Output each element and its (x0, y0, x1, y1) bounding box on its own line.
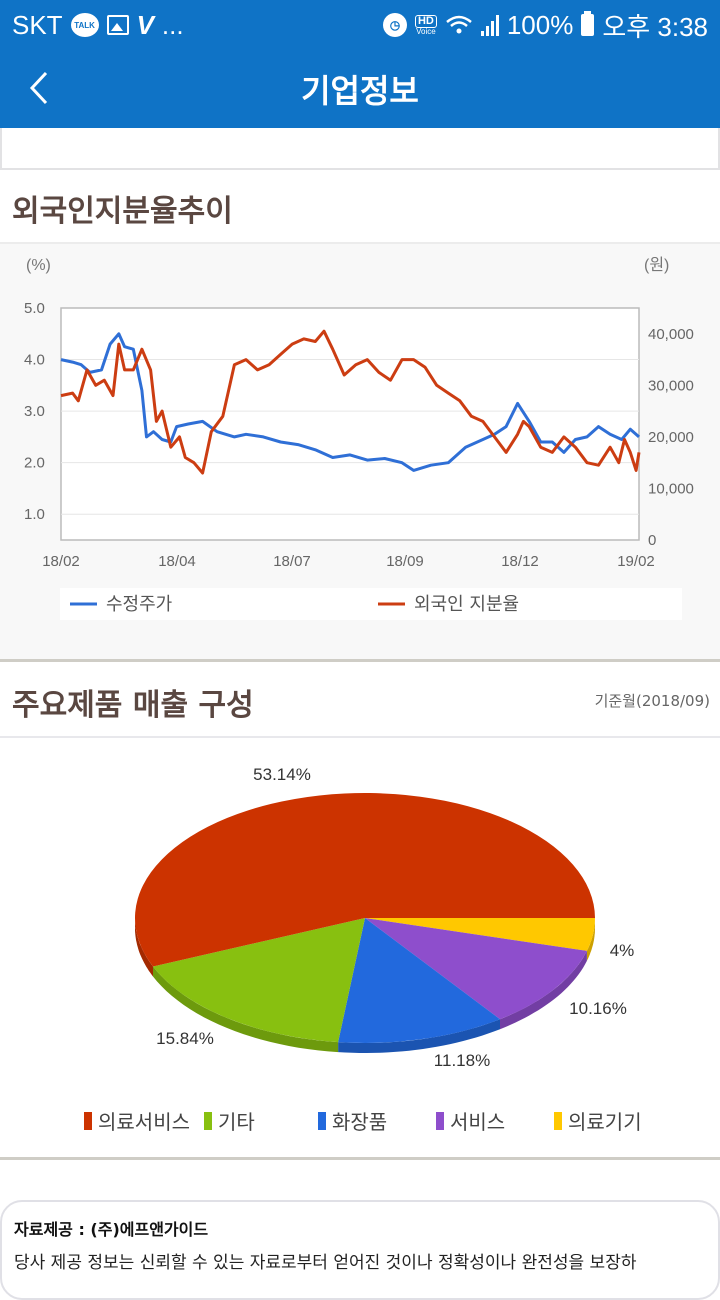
carrier-label: SKT (12, 9, 63, 40)
line-chart: (%) (원) 1.0 2.0 3.0 4.0 5.0 0 10,000 20,000 30,000… (24, 256, 694, 620)
foreign-ownership-title: 외국인지분율추이 (12, 194, 233, 229)
hd-voice-icon: HD Voice (414, 14, 437, 36)
svg-text:53.14%: 53.14% (253, 765, 311, 784)
svg-text:수정주가: 수정주가 (106, 594, 172, 615)
svg-text:2.0: 2.0 (24, 455, 45, 472)
svg-text:3.0: 3.0 (24, 403, 45, 420)
svg-text:4.0: 4.0 (24, 352, 45, 369)
svg-text:18/02: 18/02 (42, 553, 80, 570)
wifi-icon (445, 14, 473, 36)
data-source-label: 자료제공 : (주)에프앤가이드 (14, 1220, 209, 1239)
svg-text:19/02: 19/02 (617, 553, 655, 570)
alarm-icon: ◷ (382, 13, 407, 37)
v3-security-icon: V (136, 9, 154, 40)
svg-text:1.0: 1.0 (24, 506, 45, 523)
battery-icon (581, 11, 595, 36)
base-month-label: 기준월(2018/09) (594, 692, 710, 710)
previous-section-remnant (0, 128, 720, 170)
page-title: 기업정보 (301, 72, 419, 110)
svg-text:40,000: 40,000 (648, 326, 694, 343)
sales-composition-title: 주요제품 매출 구성 (12, 688, 254, 723)
status-bar: SKT TALK V ... ◷ HD Voice 100% 오후 3:38 (0, 0, 720, 50)
svg-text:18/07: 18/07 (273, 553, 311, 570)
legend-item-cosmetics: 화장품 (318, 1106, 387, 1135)
gallery-icon (106, 15, 129, 35)
legend-item-other: 기타 (204, 1106, 255, 1135)
app-bar: 기업정보 (0, 50, 720, 128)
svg-text:10.16%: 10.16% (569, 999, 627, 1018)
svg-text:10,000: 10,000 (648, 480, 694, 497)
svg-text:11.18%: 11.18% (434, 1051, 490, 1070)
disclaimer-text: 당사 제공 정보는 신뢰할 수 있는 자료로부터 얻어진 것이나 정확성이나 완… (14, 1253, 637, 1273)
svg-text:4%: 4% (610, 941, 635, 960)
svg-text:외국인 지분율: 외국인 지분율 (414, 594, 519, 615)
clock: 오후 3:38 (602, 11, 708, 42)
pie-legend: 의료서비스 기타 화장품 서비스 의료기기 (0, 1106, 720, 1136)
legend-item-medical-service: 의료서비스 (84, 1106, 190, 1135)
svg-text:20,000: 20,000 (648, 429, 694, 446)
back-button[interactable] (24, 68, 64, 108)
svg-text:5.0: 5.0 (24, 300, 45, 317)
battery-percent: 100% (506, 9, 574, 40)
data-source-card: 자료제공 : (주)에프앤가이드 당사 제공 정보는 신뢰할 수 있는 자료로부… (0, 1200, 720, 1300)
sales-composition-chart: 53.14% 15.84% 11.18% 10.16% 4% (0, 736, 720, 1160)
svg-text:0: 0 (648, 532, 656, 549)
legend-item-medical-device: 의료기기 (554, 1106, 642, 1135)
svg-text:18/04: 18/04 (158, 553, 196, 570)
signal-icon (480, 14, 499, 36)
svg-text:18/12: 18/12 (501, 553, 539, 570)
svg-text:15.84%: 15.84% (156, 1029, 214, 1048)
pie-chart: 53.14% 15.84% 11.18% 10.16% 4% (135, 765, 635, 1070)
chevron-left-icon (29, 71, 48, 105)
svg-text:30,000: 30,000 (648, 377, 694, 394)
svg-text:(원): (원) (644, 256, 669, 274)
kakaotalk-icon: TALK (70, 13, 99, 37)
svg-text:(%): (%) (26, 257, 51, 274)
foreign-ownership-chart: (%) (원) 1.0 2.0 3.0 4.0 5.0 0 10,000 20,000 30,000… (0, 242, 720, 662)
legend-item-service: 서비스 (436, 1106, 505, 1135)
more-notifications: ... (161, 9, 184, 40)
svg-text:18/09: 18/09 (386, 553, 424, 570)
